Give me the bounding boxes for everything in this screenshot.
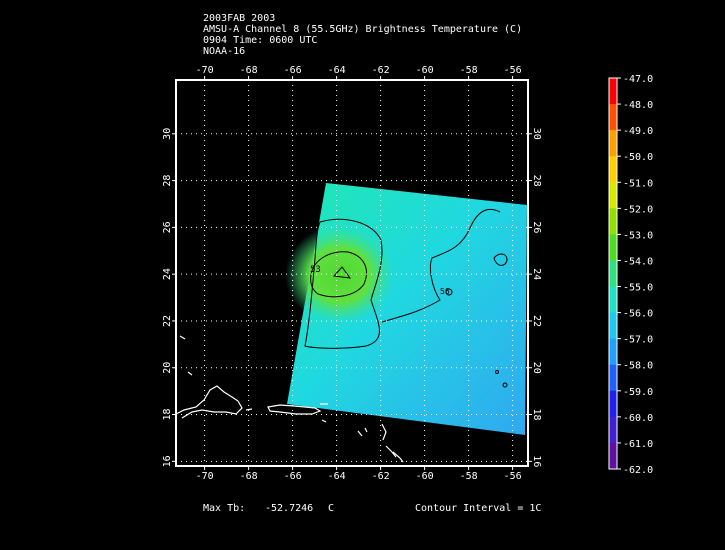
lat-tick-label-left: 20 [162, 362, 173, 374]
colorbar-label: -51.0 [623, 178, 653, 189]
lat-tick-label-right: 24 [531, 268, 542, 280]
colorbar-segment [609, 182, 617, 209]
lon-tick-label-bottom: -68 [240, 471, 258, 482]
colorbar-label: -47.0 [623, 74, 653, 85]
contour-interval: Contour Interval = 1C [415, 503, 542, 514]
colorbar-label: -52.0 [623, 204, 653, 215]
lat-tick-label-left: 22 [162, 315, 173, 327]
max-tb-label: Max Tb: [203, 503, 246, 514]
lon-tick-label-top: -56 [504, 65, 522, 76]
lon-tick-label-top: -64 [328, 65, 346, 76]
warm-core [285, 225, 395, 325]
colorbar-segment [609, 442, 617, 470]
header-time: 0904 Time: 0600 UTC [203, 35, 318, 46]
lon-tick-label-top: -70 [196, 65, 214, 76]
header-title: 2003FAB 2003 [203, 13, 276, 24]
lon-tick-label-bottom: -66 [284, 471, 302, 482]
header-satellite: NOAA-16 [203, 46, 246, 57]
lon-tick-label-top: -60 [416, 65, 434, 76]
contour-label: 53 [310, 265, 321, 275]
lat-tick-label-left: 28 [162, 175, 173, 187]
lat-tick-label-right: 26 [531, 221, 542, 233]
lat-tick-label-left: 26 [162, 221, 173, 233]
contour-line [381, 208, 501, 323]
colorbar-label: -57.0 [623, 335, 653, 346]
contour-line [493, 253, 508, 266]
colorbar-segment [609, 234, 617, 261]
colorbar-label: -50.0 [623, 152, 653, 163]
lat-tick-label-right: 16 [531, 455, 542, 467]
max-tb-value: -52.7246 [265, 503, 314, 514]
colorbar-segment [609, 286, 617, 314]
colorbar-label: -62.0 [623, 465, 653, 476]
lon-tick-label-bottom: -56 [504, 471, 522, 482]
lon-tick-label-bottom: -60 [416, 471, 434, 482]
lat-tick-label-right: 20 [531, 362, 542, 374]
colorbar-segment [609, 312, 617, 340]
contour-line [495, 370, 499, 374]
lat-tick-label-left: 30 [162, 128, 173, 140]
colorbar-segment [609, 156, 617, 183]
colorbar-segment [609, 260, 617, 288]
lat-tick-label-right: 22 [531, 315, 542, 327]
lon-tick-label-bottom: -70 [196, 471, 214, 482]
colorbar-label: -61.0 [623, 439, 653, 450]
colorbar-label: -60.0 [623, 413, 653, 424]
colorbar-label: -49.0 [623, 126, 653, 137]
colorbar-segment [609, 416, 617, 444]
contour-line [332, 266, 352, 279]
colorbar-frame [608, 77, 618, 470]
contour-line [502, 382, 508, 388]
colorbar-segment [609, 130, 617, 157]
colorbar-label: -48.0 [623, 100, 653, 111]
colorbar-label: -56.0 [623, 309, 653, 320]
colorbar-segment [609, 338, 617, 366]
lat-tick-label-left: 16 [162, 455, 173, 467]
lon-tick-label-top: -66 [284, 65, 302, 76]
max-tb-unit: C [328, 503, 335, 514]
contour-label: 56 [440, 287, 450, 296]
colorbar-segment [609, 78, 617, 105]
contour-line [445, 288, 453, 296]
colorbar-label: -55.0 [623, 283, 653, 294]
contour-line [304, 218, 383, 349]
colorbar-label: -54.0 [623, 256, 653, 267]
lon-tick-label-bottom: -64 [328, 471, 346, 482]
colorbar-label: -58.0 [623, 361, 653, 372]
lat-tick-label-right: 28 [531, 175, 542, 187]
lat-tick-label-right: 18 [531, 409, 542, 421]
contour-line [310, 251, 367, 298]
lat-tick-label-left: 18 [162, 409, 173, 421]
colorbar-label: -59.0 [623, 387, 653, 398]
lon-tick-label-top: -58 [460, 65, 478, 76]
lat-tick-label-right: 30 [531, 128, 542, 140]
colorbar-segment [609, 390, 617, 418]
colorbar-segment [609, 208, 617, 235]
lon-tick-label-bottom: -58 [460, 471, 478, 482]
lon-tick-label-top: -68 [240, 65, 258, 76]
coastline [176, 335, 404, 463]
colorbar-label: -53.0 [623, 230, 653, 241]
colorbar-segment [609, 104, 617, 131]
header-product: AMSU-A Channel 8 (55.5GHz) Brightness Te… [203, 24, 523, 35]
lon-tick-label-top: -62 [372, 65, 390, 76]
lon-tick-label-bottom: -62 [372, 471, 390, 482]
lat-tick-label-left: 24 [162, 268, 173, 280]
colorbar-segment [609, 364, 617, 392]
